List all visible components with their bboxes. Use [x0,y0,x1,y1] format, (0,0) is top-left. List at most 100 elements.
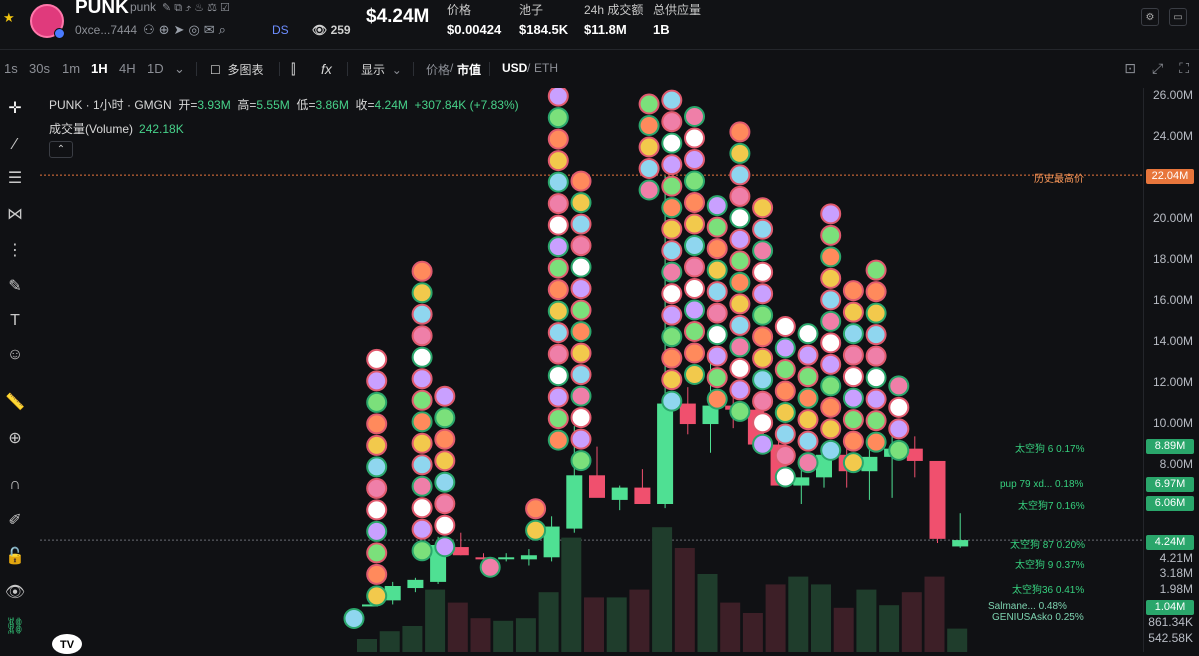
trader-avatar-icon [706,324,728,346]
trader-avatar-icon [842,452,864,474]
emoji-icon[interactable]: ☺ [6,346,24,363]
fib-icon[interactable]: ⋮ [7,242,23,259]
price-axis[interactable]: 26.00M 24.00M 22.04M 20.00M 18.00M 16.00… [1143,88,1199,652]
trader-avatar-icon [570,256,592,278]
brush-icon[interactable]: ✎ [8,278,22,295]
contract-address[interactable]: 0xce...7444 [75,23,138,37]
trader-avatar-icon [729,400,751,422]
trader-avatar-icon [797,366,819,388]
trader-avatar-icon [661,132,683,154]
favorite-star-icon[interactable]: ★ [3,10,15,25]
timeframe-1s[interactable]: 1s [4,61,18,76]
price-chart[interactable] [40,88,1143,652]
indicators-icon[interactable]: fx [321,61,332,77]
crosshair-icon[interactable]: ✛ [8,100,22,117]
trader-avatar-icon [570,364,592,386]
trader-avatar-icon [729,357,751,379]
panel-toggle-icon[interactable]: ▭ [1169,8,1187,26]
fullscreen-icon[interactable]: ⤢ [1151,60,1164,76]
trader-avatar-icon [434,450,456,472]
eth-toggle[interactable]: ETH [534,61,558,75]
trader-avatar-icon [684,149,705,170]
eye-icon[interactable]: 👁 [4,584,26,601]
trader-avatar-icon [479,556,501,578]
trader-avatar-icon [661,326,683,348]
trader-avatar-icon [842,323,864,345]
trendline-icon[interactable]: ⁄ [13,136,17,153]
expand-icon[interactable]: ⛶ [1179,60,1189,76]
volume-bar [584,597,604,652]
whale-label: 太空狗 6 0.17% [1015,444,1085,455]
trader-avatar-icon [797,323,819,345]
axis-tick: 26.00M [1152,88,1193,102]
timeframe-1m[interactable]: 1m [62,61,81,76]
trader-avatar-icon [684,256,705,278]
camera-icon[interactable]: ⊡ [1124,60,1136,76]
trader-avatar-icon [366,434,388,456]
pattern-icon[interactable]: ⋈ [7,206,23,223]
whale-label: 太空狗 9 0.37% [1015,560,1085,571]
trader-avatar-icon [411,454,433,476]
trader-avatar-icon [411,303,433,325]
trader-avatar-icon [547,171,569,193]
ruler-icon[interactable]: 📏 [5,394,25,411]
candle-body [861,456,878,472]
dexscreener-link[interactable]: DS [272,23,289,37]
trader-avatar-icon [661,240,683,262]
trader-avatar-icon [547,150,569,172]
magnet-icon[interactable]: ∩ [9,476,21,493]
trader-avatar-icon [797,452,819,474]
trader-avatar-icon [797,430,819,452]
trader-avatar-icon [865,259,887,281]
horizontal-lines-icon[interactable]: ☰ [7,170,23,187]
volume-bar [447,602,468,652]
whale-label: GENIUSAsko 0.25% [992,612,1084,623]
lock-icon[interactable]: 🔓 [5,548,25,565]
trader-avatar-icon [366,348,388,370]
link-icon[interactable]: ⛓ [4,618,26,635]
timeframe-dropdown-icon[interactable]: ⌄ [174,61,185,76]
candle-type-icon[interactable]: ⫿ [291,61,296,77]
mcap-toggle[interactable]: 市值 [457,63,482,77]
axis-tick: 24.00M [1152,129,1193,143]
stat-supply: 总供应量 1B [653,3,702,37]
candle-body [407,579,424,589]
timeframe-1d[interactable]: 1D [147,61,164,76]
whale-label: pup 79 xd... 0.18% [1000,479,1084,490]
trader-avatar-icon [752,433,774,455]
trader-avatar-icon [547,408,569,430]
settings-icon[interactable]: ⚙ [1141,8,1159,26]
axis-tick: 16.00M [1152,293,1193,307]
candle-body [566,475,583,529]
trader-avatar-icon [547,257,569,279]
axis-tick: 12.00M [1152,375,1193,389]
trader-avatar-icon [343,607,365,629]
trader-avatar-icon [434,536,456,558]
chart-canvas[interactable] [40,88,1143,652]
social-icons[interactable]: ⚇⊕➤◎✉⌕ [143,22,230,37]
trader-avatar-icon [774,445,796,466]
axis-tick: 14.00M [1152,334,1193,348]
trader-avatar-icon [661,369,683,391]
trader-avatar-icon [888,439,910,461]
price-toggle[interactable]: 价格 [426,63,451,77]
multi-chart-button[interactable]: ☐ 多图表 [210,63,264,77]
display-dropdown[interactable]: 显示 ⌄ [361,63,402,77]
lock-drawing-icon[interactable]: ✐ [8,512,22,529]
text-tool-icon[interactable]: T [10,312,20,329]
usd-toggle[interactable]: USD [502,61,528,75]
timeframe-4h[interactable]: 4H [119,61,136,76]
chain-badge-icon [54,28,65,39]
collapse-legend-button[interactable]: ⌃ [49,141,73,158]
timeframe-1h[interactable]: 1H [91,61,108,76]
candle-body [906,448,923,461]
volume-bar [493,620,514,652]
trader-avatar-icon [411,346,433,368]
candle-body [452,547,469,556]
timeframe-30s[interactable]: 30s [29,61,50,76]
token-action-icons[interactable]: ✎⧉⤴♨⚖☑ [162,2,233,14]
tradingview-logo: TV [52,634,82,654]
zoom-in-icon[interactable]: ⊕ [8,430,22,447]
trader-avatar-icon [684,321,705,342]
candle-body [657,403,674,504]
